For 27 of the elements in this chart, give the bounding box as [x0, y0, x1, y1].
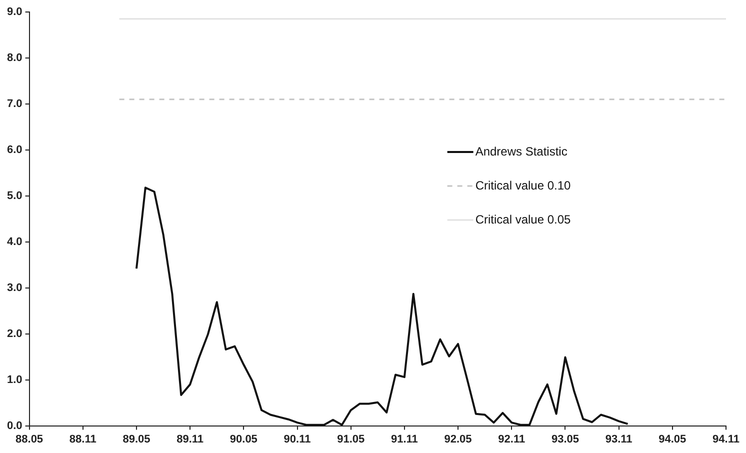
legend-label: Critical value 0.10 [475, 178, 572, 192]
x-tick-label: 91.11 [390, 433, 418, 446]
x-tick-label: 90.05 [230, 433, 258, 446]
x-tick-label: 92.11 [498, 433, 526, 446]
y-tick-label: 9.0 [6, 6, 22, 18]
y-tick-label: 3.0 [6, 282, 22, 294]
y-tick-label: 7.0 [6, 98, 22, 110]
x-tick-label: 93.11 [605, 433, 632, 446]
x-tick-label: 89.05 [122, 433, 150, 446]
x-tick-label: 91.05 [337, 433, 365, 446]
y-tick-label: 6.0 [6, 144, 22, 156]
legend-label: Andrews Statistic [475, 144, 568, 158]
x-tick-label: 89.11 [176, 433, 204, 446]
x-tick-label: 88.05 [16, 433, 44, 446]
x-tick-label: 93.05 [551, 433, 579, 446]
y-tick-label: 4.0 [6, 236, 22, 248]
x-tick-label: 90.11 [284, 433, 311, 446]
y-tick-label: 0.0 [6, 420, 22, 432]
x-tick-label: 92.05 [444, 433, 472, 446]
y-tick-label: 5.0 [6, 190, 22, 202]
y-tick-label: 2.0 [6, 328, 22, 340]
y-tick-label: 8.0 [6, 52, 22, 64]
y-tick-label: 1.0 [6, 374, 22, 386]
x-tick-label: 88.11 [69, 433, 96, 446]
x-tick-label: 94.11 [712, 433, 740, 446]
x-tick-label: 94.05 [658, 433, 686, 446]
legend-label: Critical value 0.05 [475, 212, 572, 226]
